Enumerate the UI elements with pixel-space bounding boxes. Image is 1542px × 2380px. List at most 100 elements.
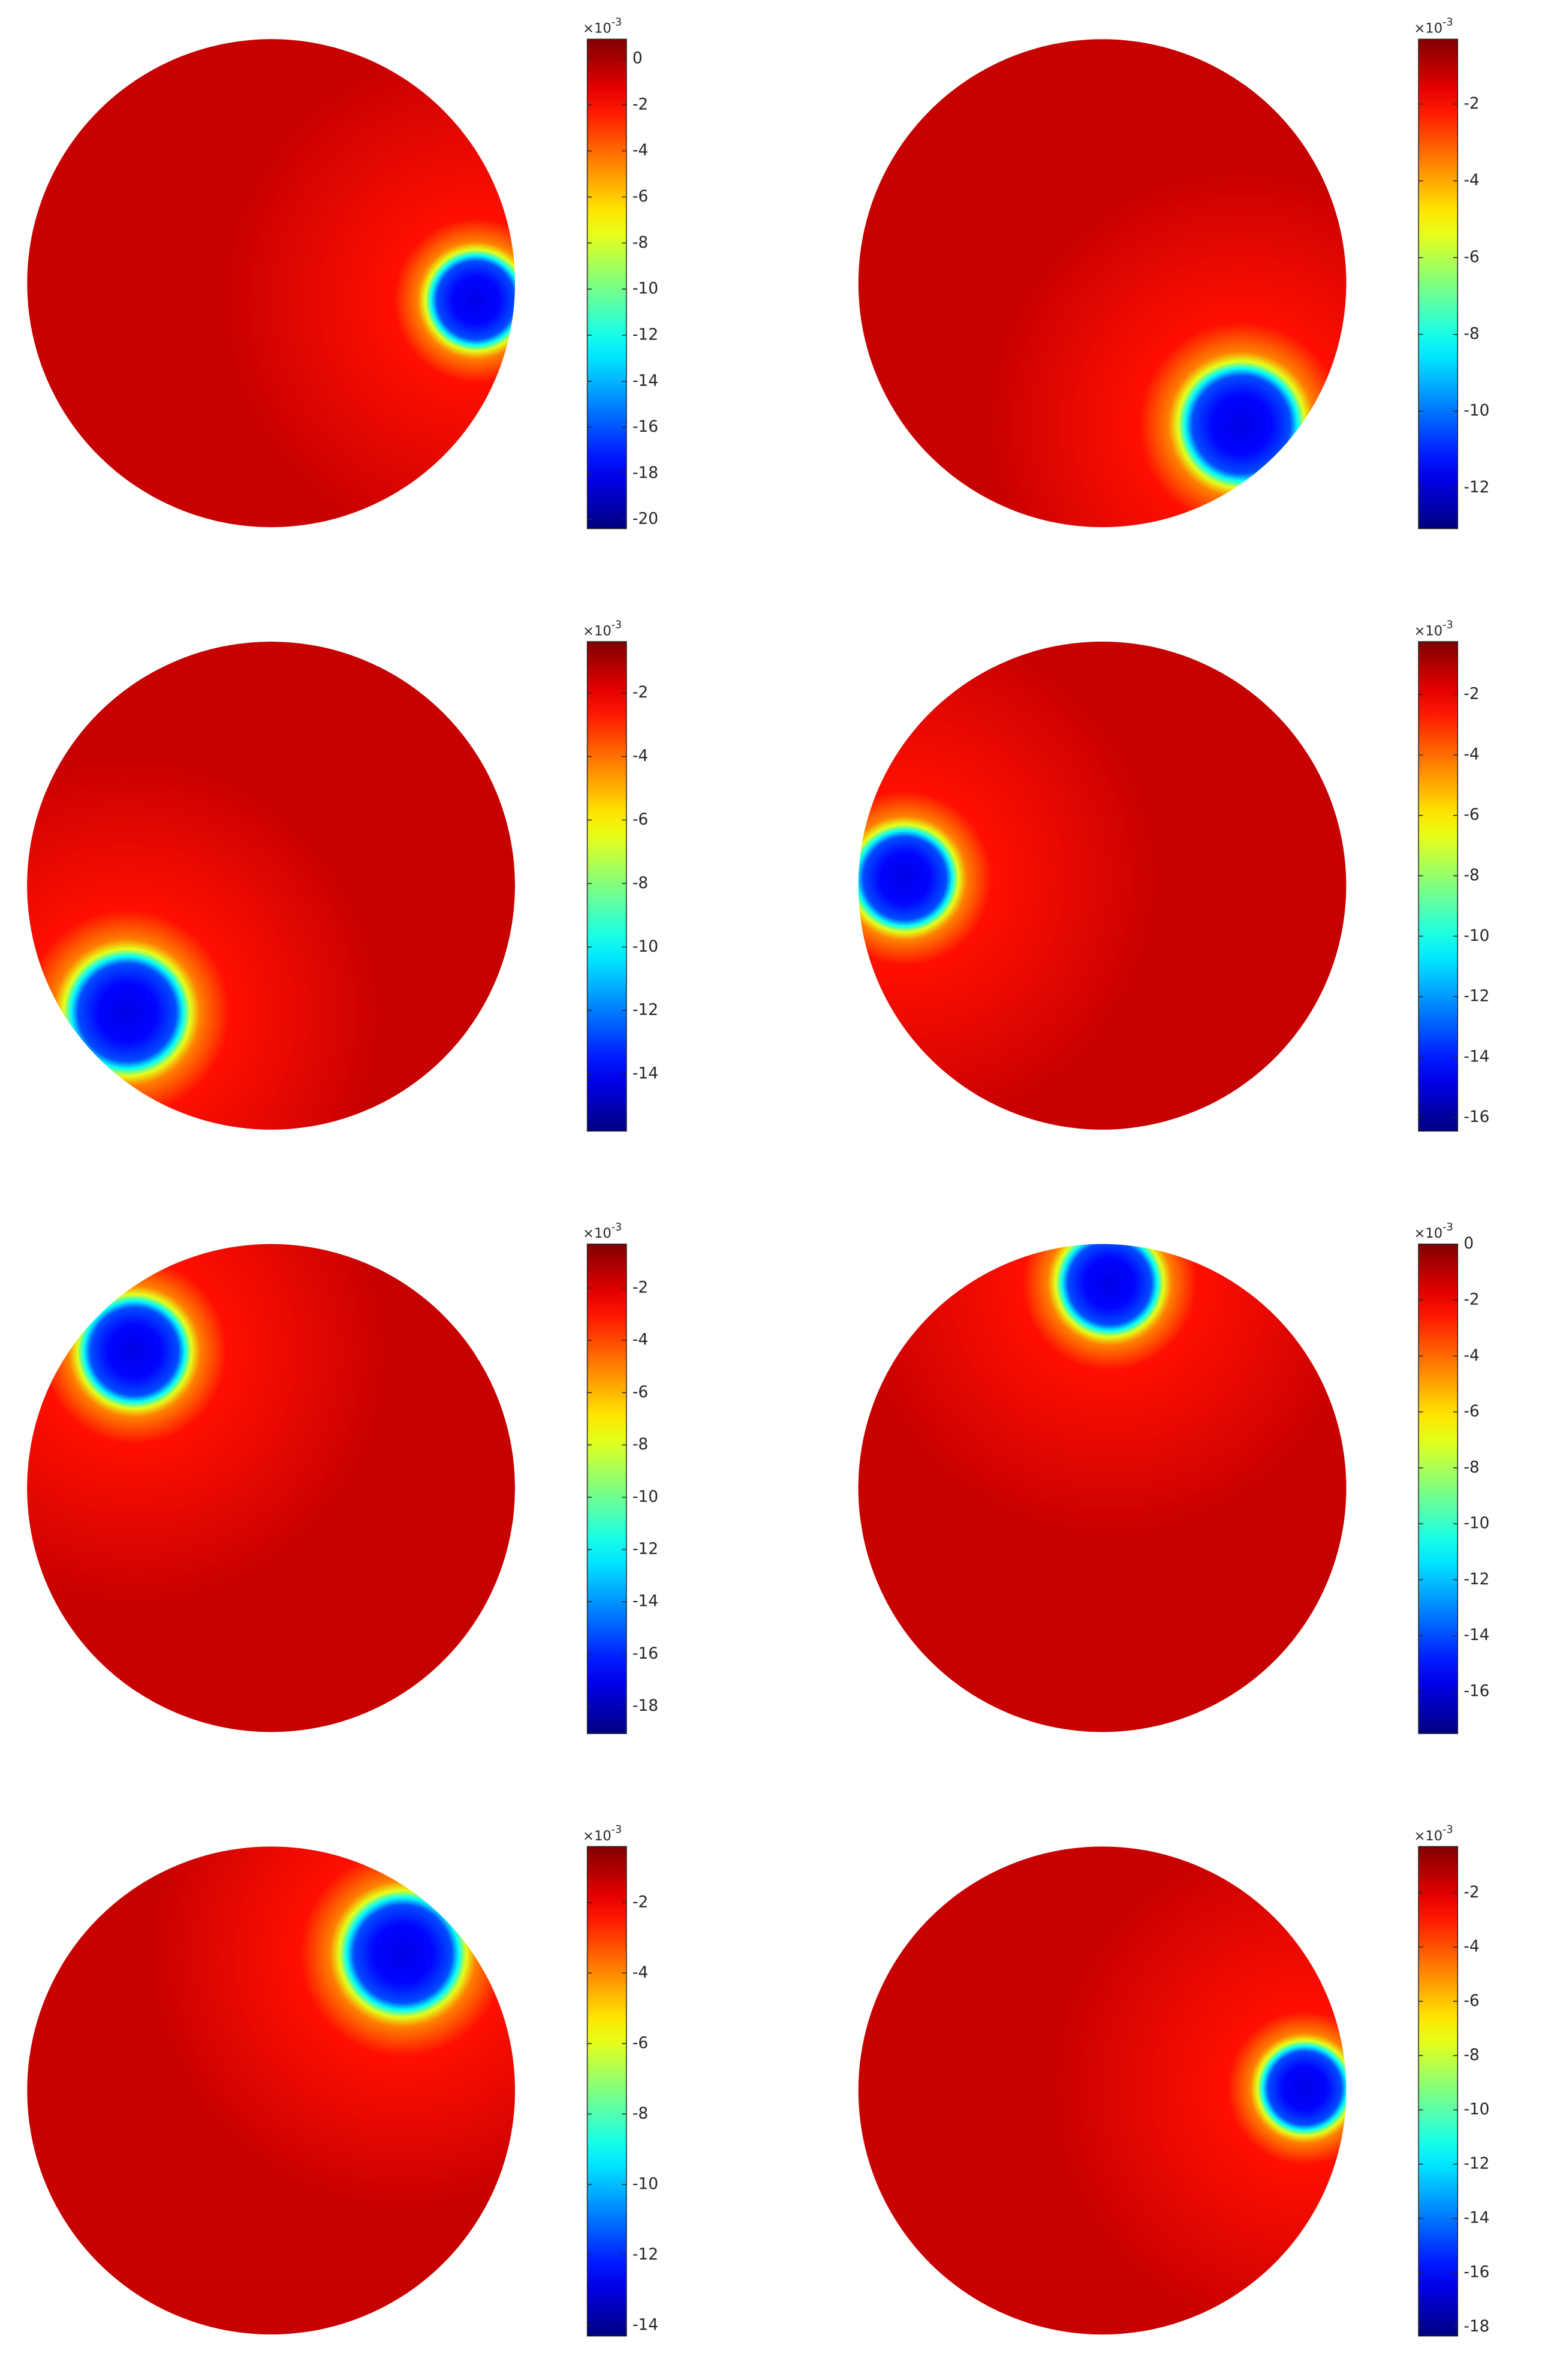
colorbar-multiplier: ×10-3 (583, 1824, 622, 1844)
colorbar-tick-label: -8 (633, 2105, 648, 2123)
multiplier-base: ×10 (583, 1828, 612, 1843)
colorbar-tick-label: -16 (633, 418, 658, 436)
colorbar-tick-label: -10 (1463, 1515, 1489, 1533)
multiplier-base: ×10 (583, 623, 612, 639)
colorbar-tick-label: -16 (633, 1645, 658, 1663)
colorbar-tick-label: -14 (633, 1065, 658, 1083)
multiplier-base: ×10 (1414, 623, 1442, 639)
colorbar-tick-label: -2 (1463, 1290, 1479, 1308)
colorbar-tick-label: -8 (1463, 1458, 1479, 1476)
multiplier-exponent: -3 (612, 17, 622, 29)
colorbar-tick-label: -6 (1463, 248, 1479, 266)
colorbar-multiplier: ×10-3 (1414, 1221, 1453, 1241)
colorbar-tick-label: -10 (633, 2175, 658, 2193)
colorbar-tick-label: -14 (1463, 1626, 1489, 1644)
colorbar (1418, 641, 1459, 1132)
colorbar-tick-label: 0 (633, 49, 643, 67)
multiplier-exponent: -3 (1442, 1824, 1453, 1836)
anomaly (899, 83, 1347, 528)
colorbar-tick-label: -6 (633, 188, 648, 206)
colorbar-tick-label: -6 (1463, 1403, 1479, 1421)
colorbar-tick-label: -4 (1463, 1347, 1479, 1365)
colorbar-tick-label: -16 (1463, 2264, 1489, 2282)
colorbar-tick-label: -20 (633, 510, 658, 528)
colorbar (586, 1846, 627, 2337)
anomaly (963, 1846, 1347, 2335)
anomaly (61, 1846, 516, 2296)
multiplier-base: ×10 (1414, 1226, 1442, 1241)
multiplier-exponent: -3 (1442, 1221, 1453, 1233)
colorbar-tick-label: -2 (633, 95, 648, 113)
multiplier-exponent: -3 (1442, 17, 1453, 29)
colorbar-tick-label: -18 (1463, 2318, 1489, 2336)
colorbar-tick-label: -8 (633, 1436, 648, 1454)
colorbar-tick-label: -12 (633, 1001, 658, 1019)
colorbar-tick-label: -12 (1463, 2155, 1489, 2173)
colorbar-tick-label: -14 (1463, 1048, 1489, 1066)
colorbar-multiplier: ×10-3 (1414, 619, 1453, 639)
disk (27, 1244, 516, 1732)
colorbar-tick-label: -6 (633, 1383, 648, 1401)
colorbar-tick-label: -12 (1463, 988, 1489, 1006)
colorbar-tick-label: -10 (633, 1488, 658, 1506)
multiplier-base: ×10 (1414, 1828, 1442, 1843)
disk (858, 641, 1347, 1130)
multiplier-exponent: -3 (612, 1824, 622, 1836)
colorbar-tick-label: -8 (1463, 325, 1479, 343)
colorbar-tick-label: -14 (633, 1593, 658, 1611)
colorbar-tick-label: -8 (1463, 2046, 1479, 2064)
colorbar-tick-label: -14 (633, 372, 658, 390)
colorbar (1418, 38, 1459, 529)
colorbar-tick-label: -16 (1463, 1108, 1489, 1126)
colorbar (586, 641, 627, 1132)
colorbar-tick-label: -14 (1463, 2209, 1489, 2227)
colorbar-tick-label: -2 (1463, 95, 1479, 113)
colorbar-tick-label: -4 (1463, 745, 1479, 763)
colorbar-tick-label: -6 (1463, 1992, 1479, 2010)
colorbar-tick-label: -4 (633, 747, 648, 765)
colorbar-tick-label: -6 (633, 2034, 648, 2052)
multiplier-base: ×10 (583, 20, 612, 36)
colorbar-tick-label: -2 (633, 684, 648, 702)
colorbar-tick-label: -4 (633, 1964, 648, 1982)
colorbar-tick-label: -6 (1463, 806, 1479, 824)
colorbar-tick-label: -4 (633, 142, 648, 160)
colorbar-tick-label: -10 (1463, 2101, 1489, 2119)
colorbar-tick-label: -8 (1463, 866, 1479, 884)
colorbar-multiplier: ×10-3 (1414, 1824, 1453, 1844)
anomaly (858, 641, 1246, 1130)
colorbar-tick-label: -2 (1463, 1883, 1479, 1901)
disk (858, 1244, 1347, 1732)
anomaly (27, 670, 469, 1130)
colorbar-tick-label: 0 (1463, 1235, 1474, 1253)
anomaly (27, 1244, 476, 1693)
colorbar-tick-label: -16 (1463, 1683, 1489, 1701)
disk (27, 39, 516, 528)
colorbar-tick-label: -10 (633, 280, 658, 298)
multiplier-base: ×10 (583, 1226, 612, 1241)
colorbar-tick-label: -2 (633, 1278, 648, 1296)
colorbar (586, 1243, 627, 1734)
colorbar-tick-label: -12 (1463, 1570, 1489, 1588)
colorbar-tick-label: -12 (633, 1540, 658, 1558)
colorbar-tick-label: -12 (1463, 479, 1489, 497)
colorbar-tick-label: -6 (633, 811, 648, 829)
colorbar-tick-label: -10 (1463, 927, 1489, 945)
colorbar-multiplier: ×10-3 (583, 17, 622, 37)
colorbar-tick-label: -12 (633, 2246, 658, 2264)
colorbar-multiplier: ×10-3 (583, 1221, 622, 1241)
multiplier-exponent: -3 (1442, 619, 1453, 631)
disk (27, 641, 516, 1130)
disk (858, 39, 1347, 528)
colorbar-tick-label: -4 (1463, 171, 1479, 189)
colorbar-tick-label: -2 (1463, 685, 1479, 703)
colorbar (586, 38, 627, 529)
colorbar-multiplier: ×10-3 (583, 619, 622, 639)
colorbar (1418, 1846, 1459, 2337)
colorbar-multiplier: ×10-3 (1414, 17, 1453, 37)
colorbar-tick-label: -8 (633, 874, 648, 892)
colorbar-tick-label: -18 (633, 464, 658, 482)
multiplier-exponent: -3 (612, 1221, 622, 1233)
colorbar (1418, 1243, 1459, 1734)
